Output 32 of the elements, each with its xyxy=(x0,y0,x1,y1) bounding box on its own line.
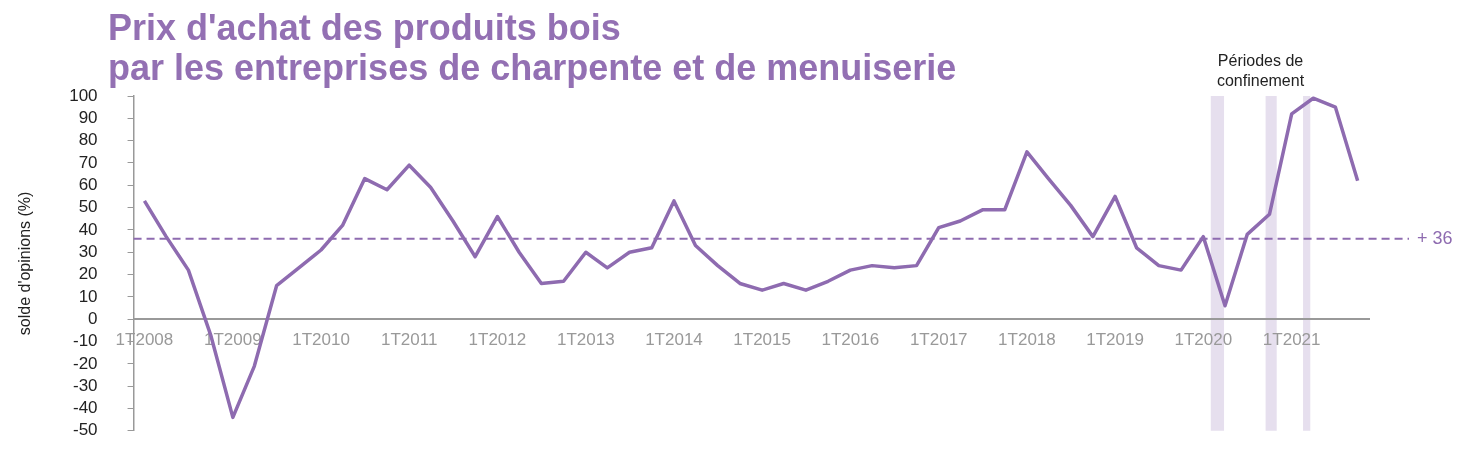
y-tick-label: 100 xyxy=(69,85,98,105)
y-tick-label: 70 xyxy=(78,152,98,172)
y-tick-label: 50 xyxy=(78,197,98,217)
y-tick-label: 90 xyxy=(78,108,98,128)
y-tick-label: 30 xyxy=(78,241,98,261)
x-tick-label: 1T2020 xyxy=(1174,330,1233,350)
chart-title: Prix d'achat des produits bois par les entreprises de charpente et de menuiserie xyxy=(108,6,957,88)
x-tick-label: 1T2017 xyxy=(909,330,968,350)
y-tick-label: -40 xyxy=(72,398,98,418)
y-tick-label: 40 xyxy=(78,219,98,239)
y-tick-label: -10 xyxy=(72,331,98,351)
x-tick-label: 1T2016 xyxy=(821,330,880,350)
x-tick-label: 1T2010 xyxy=(292,330,350,350)
x-tick-label: 1T2018 xyxy=(998,330,1056,350)
y-tick-label: -30 xyxy=(72,375,98,395)
x-tick-label: 1T2013 xyxy=(556,330,615,350)
x-tick-label: 1T2015 xyxy=(733,330,791,350)
y-tick-label: 80 xyxy=(78,130,98,150)
x-tick-label: 1T2011 xyxy=(381,330,438,350)
y-tick-label: 20 xyxy=(78,264,98,284)
y-tick-label: 0 xyxy=(88,308,98,328)
y-tick-label: 10 xyxy=(78,286,98,306)
y-tick-label: -20 xyxy=(72,353,98,373)
x-tick-label: 1T2014 xyxy=(645,330,703,350)
y-tick-label: 60 xyxy=(78,174,98,194)
text: Périodes de confinement xyxy=(1216,52,1305,90)
y-axis-title: solde d'opinions (%) xyxy=(16,191,34,336)
x-tick-label: 1T2021 xyxy=(1262,330,1321,350)
y-tick-label: -50 xyxy=(72,420,98,440)
x-tick-label: 1T2012 xyxy=(468,330,527,350)
x-tick-label: 1T2019 xyxy=(1086,330,1144,350)
ref-line-label: + 36 xyxy=(1417,227,1453,248)
